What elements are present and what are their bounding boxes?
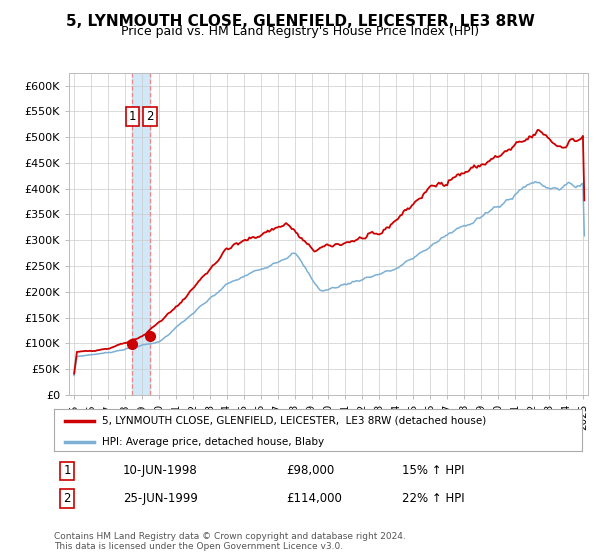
Text: HPI: Average price, detached house, Blaby: HPI: Average price, detached house, Blab… <box>101 437 323 446</box>
Text: 5, LYNMOUTH CLOSE, GLENFIELD, LEICESTER, LE3 8RW: 5, LYNMOUTH CLOSE, GLENFIELD, LEICESTER,… <box>65 14 535 29</box>
Text: £114,000: £114,000 <box>286 492 342 505</box>
Text: Contains HM Land Registry data © Crown copyright and database right 2024.
This d: Contains HM Land Registry data © Crown c… <box>54 531 406 551</box>
Text: 1: 1 <box>64 464 71 478</box>
Text: £98,000: £98,000 <box>286 464 335 478</box>
Bar <box>133 73 150 395</box>
Text: 2: 2 <box>64 492 71 505</box>
Text: Price paid vs. HM Land Registry's House Price Index (HPI): Price paid vs. HM Land Registry's House … <box>121 25 479 38</box>
Text: 5, LYNMOUTH CLOSE, GLENFIELD, LEICESTER,  LE3 8RW (detached house): 5, LYNMOUTH CLOSE, GLENFIELD, LEICESTER,… <box>101 416 486 426</box>
Text: 10-JUN-1998: 10-JUN-1998 <box>122 464 197 478</box>
Text: 2: 2 <box>146 110 154 123</box>
Text: 1: 1 <box>128 110 136 123</box>
Text: 25-JUN-1999: 25-JUN-1999 <box>122 492 197 505</box>
Text: 15% ↑ HPI: 15% ↑ HPI <box>403 464 465 478</box>
Text: 22% ↑ HPI: 22% ↑ HPI <box>403 492 465 505</box>
